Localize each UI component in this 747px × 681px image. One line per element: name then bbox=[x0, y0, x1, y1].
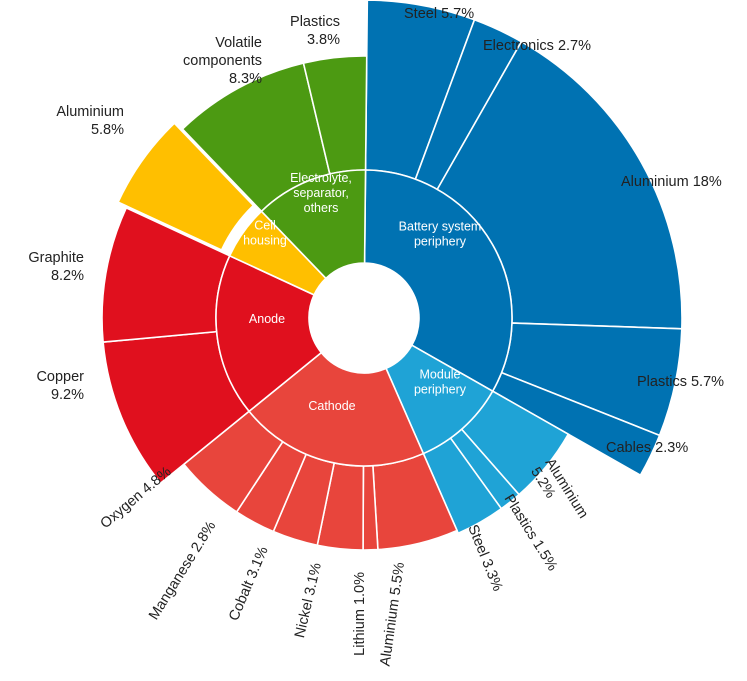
inner-ring-labels: Battery system periphery Module periphery Ca… bbox=[243, 171, 481, 413]
outer-label-cathode-cobalt: Cobalt 3.1% bbox=[226, 544, 272, 623]
inner-label-module: Module periphery bbox=[414, 368, 467, 397]
outer-label-cathode-lithium: Lithium 1.0% bbox=[352, 572, 368, 656]
outer-label-cathode-oxygen: Oxygen 4.8% bbox=[98, 464, 175, 532]
outer-ring bbox=[101, 0, 683, 551]
outer-segment-housing-aluminium bbox=[117, 122, 255, 252]
outer-label-cathode-aluminium: Aluminium 5.5% bbox=[378, 561, 408, 667]
inner-label-cathode: Cathode bbox=[308, 399, 355, 413]
inner-label-anode: Anode bbox=[249, 312, 285, 326]
outer-label-electrolyte-plastics: Plastics 3.8% bbox=[290, 14, 340, 48]
center-circle bbox=[309, 263, 419, 373]
outer-label-anode-copper: Copper 9.2% bbox=[36, 369, 84, 403]
center-hole bbox=[309, 263, 419, 373]
inner-label-housing: Cell housing bbox=[243, 219, 287, 248]
outer-label-module-plastics: Plastics 1.5% bbox=[501, 492, 561, 574]
outer-label-battery-steel: Steel 5.7% bbox=[404, 6, 474, 22]
outer-label-electrolyte-volatile-components: Volatile components 8.3% bbox=[183, 35, 262, 87]
inner-label-electrolyte: Electrolyte, separator, others bbox=[290, 171, 352, 215]
outer-label-anode-graphite: Graphite 8.2% bbox=[28, 250, 84, 284]
outer-label-module-aluminium: Aluminium5.2% bbox=[527, 456, 591, 531]
outer-label-cathode-manganese: Manganese 2.8% bbox=[146, 519, 219, 623]
outer-label-housing-aluminium: Aluminium 5.8% bbox=[56, 104, 124, 138]
outer-label-battery-electronics: Electronics 2.7% bbox=[483, 38, 591, 54]
outer-label-module-steel: Steel 3.3% bbox=[464, 523, 505, 594]
inner-ring bbox=[215, 169, 513, 467]
outer-label-battery-aluminium: Aluminium 18% bbox=[621, 174, 722, 190]
outer-label-cathode-nickel: Nickel 3.1% bbox=[292, 561, 325, 639]
outer-label-battery-plastics: Plastics 5.7% bbox=[637, 374, 724, 390]
outer-label-battery-cables: Cables 2.3% bbox=[606, 440, 688, 456]
inner-label-battery: Battery system periphery bbox=[399, 220, 482, 249]
